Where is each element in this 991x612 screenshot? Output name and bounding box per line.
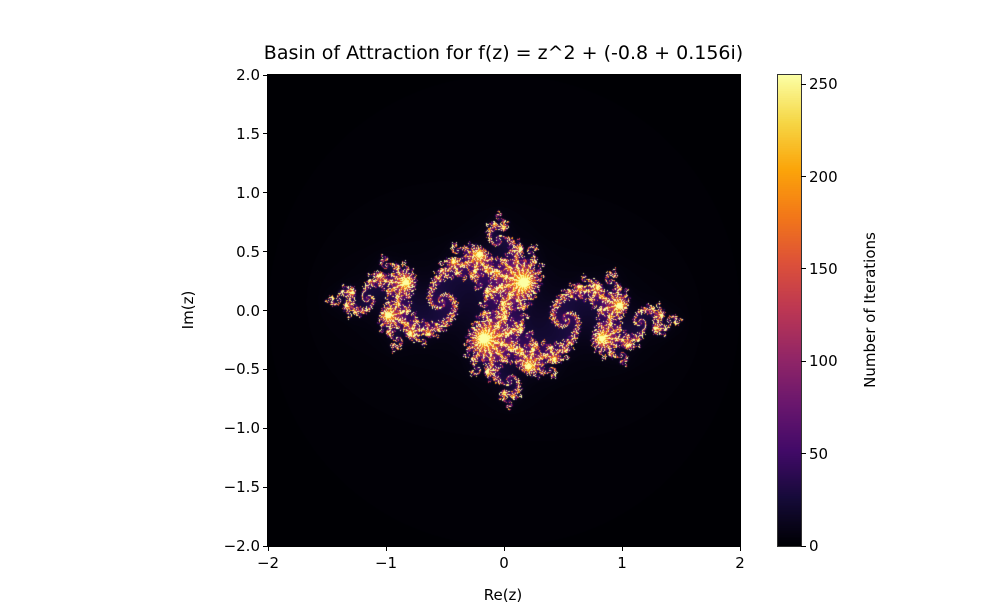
colorbar-tick [801,453,806,455]
y-tick [263,486,268,488]
y-tick-label: 0.0 [236,301,260,320]
y-tick-label: 2.0 [236,66,260,84]
y-tick [263,368,268,370]
x-tick-label: 0 [499,554,509,572]
x-tick-label: −2 [256,554,280,572]
colorbar-tick [801,268,806,270]
y-tick-label: 1.5 [236,124,260,143]
x-tick-label: −1 [374,554,398,572]
x-tick-label: 1 [617,554,627,572]
y-tick-label: −0.5 [223,360,260,379]
y-tick-label: −2.0 [223,537,260,555]
colorbar-label: Number of Iterations [861,232,879,388]
colorbar-tick-label: 0 [809,537,819,555]
colorbar-tick [801,545,806,547]
y-tick [263,310,268,311]
colorbar-gradient [778,75,801,546]
x-tick [385,546,387,551]
colorbar [777,74,802,547]
y-tick-label: −1.0 [223,419,260,438]
chart-title: Basin of Attraction for f(z) = z^2 + (-0… [263,42,744,64]
x-tick [267,546,269,551]
plot-area [267,74,741,547]
y-axis-label: Im(z) [179,290,197,330]
colorbar-tick-label: 100 [809,352,838,371]
y-tick-label: 0.5 [236,242,260,261]
x-tick [503,546,505,551]
colorbar-tick-label: 50 [809,444,829,463]
y-tick [263,545,268,547]
x-axis-label: Re(z) [483,586,523,604]
colorbar-tick [801,176,806,178]
y-tick [263,251,268,253]
colorbar-tick [801,83,806,85]
x-tick [621,546,623,551]
x-tick [739,546,741,551]
y-tick-label: −1.5 [223,478,260,497]
x-tick-label: 2 [735,554,745,572]
y-tick [263,74,268,76]
y-tick [263,192,268,194]
y-tick-label: 1.0 [236,183,260,202]
colorbar-tick [801,360,806,362]
y-tick [263,133,268,135]
colorbar-tick-label: 150 [809,259,838,278]
colorbar-tick-label: 200 [809,167,838,186]
y-tick [263,427,268,429]
colorbar-tick-label: 250 [809,75,838,94]
julia-heatmap [268,75,740,546]
